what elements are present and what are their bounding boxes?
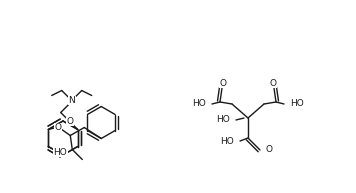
Text: HO: HO bbox=[192, 100, 206, 108]
Text: HO: HO bbox=[220, 136, 234, 146]
Text: HO: HO bbox=[216, 115, 230, 124]
Text: O: O bbox=[220, 79, 226, 87]
Text: N: N bbox=[68, 96, 75, 105]
Text: O: O bbox=[269, 79, 277, 87]
Text: HO: HO bbox=[290, 100, 304, 108]
Text: O: O bbox=[66, 117, 73, 126]
Text: HO: HO bbox=[53, 148, 67, 157]
Text: O: O bbox=[55, 123, 62, 132]
Text: O: O bbox=[265, 146, 272, 155]
